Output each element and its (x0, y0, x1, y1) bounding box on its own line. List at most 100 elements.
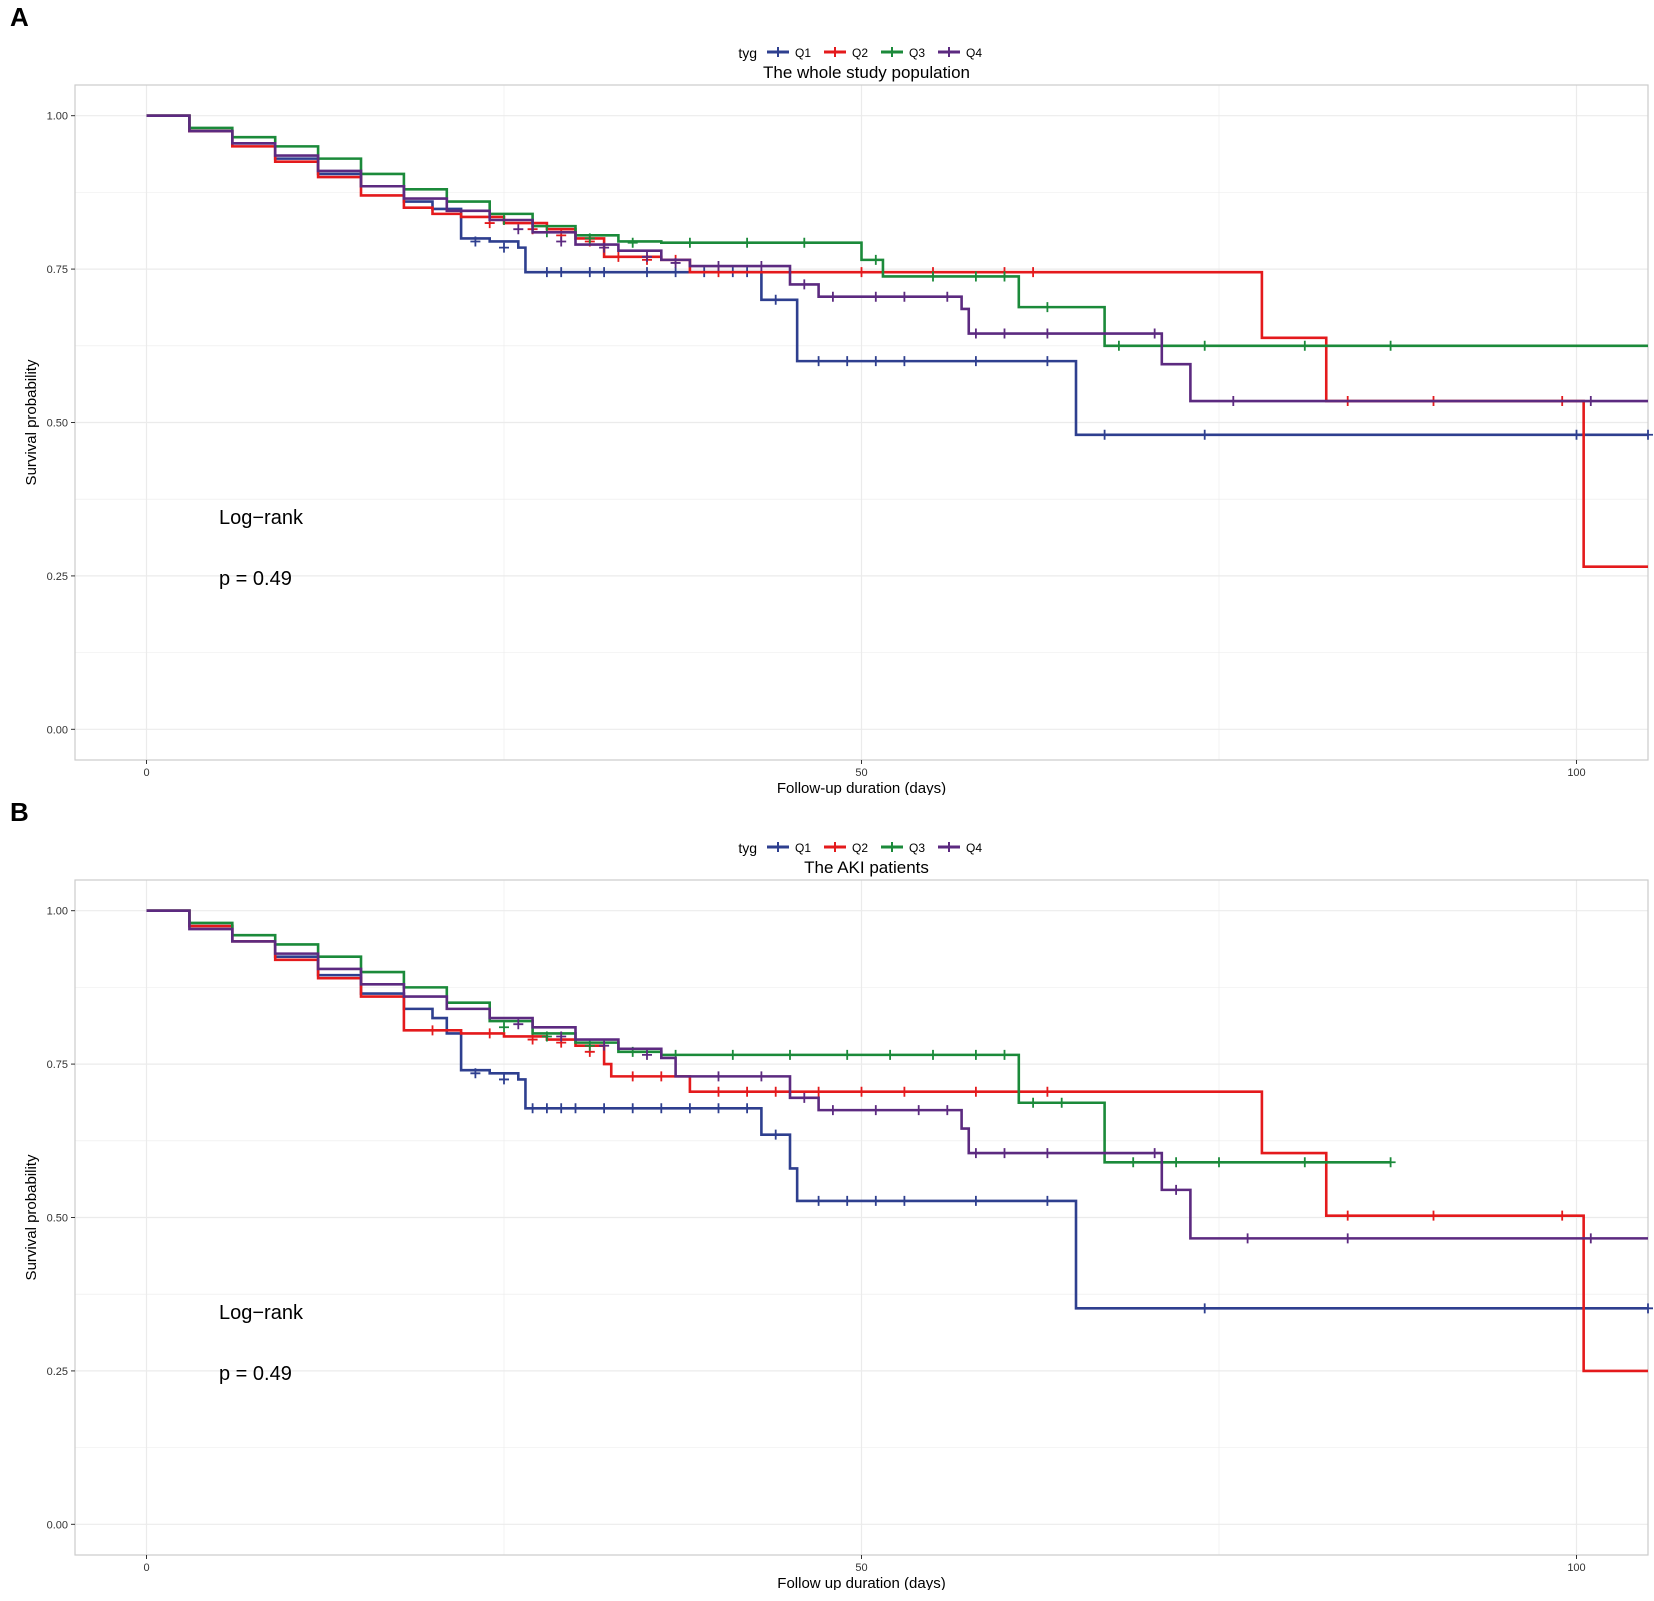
censor-mark-q1 (1643, 429, 1653, 440)
legend-label-q3: Q3 (909, 46, 925, 60)
censor-mark-q1 (1042, 356, 1053, 367)
censor-mark-q4 (556, 1031, 567, 1042)
censor-mark-q1 (527, 1103, 538, 1114)
censor-mark-q1 (599, 1103, 610, 1114)
censor-mark-q1 (870, 1195, 881, 1206)
censor-mark-q3 (1056, 1097, 1067, 1108)
censor-mark-q1 (899, 1195, 910, 1206)
censor-mark-q1 (684, 1103, 695, 1114)
annotation-logrank: Log−rank (219, 1302, 304, 1324)
y-tick-label: 0.25 (47, 571, 68, 583)
x-axis-title: Follow-up duration (days) (777, 780, 946, 795)
censor-mark-q1 (899, 356, 910, 367)
censor-mark-q1 (770, 294, 781, 305)
y-tick-label: 0.00 (47, 724, 68, 736)
legend-label-q3: Q3 (909, 841, 925, 855)
censor-mark-q3 (999, 1049, 1010, 1060)
censor-mark-q4 (970, 328, 981, 339)
censor-mark-q4 (913, 1105, 924, 1116)
censor-mark-q2 (1428, 1210, 1439, 1221)
censor-mark-q1 (627, 1103, 638, 1114)
censor-mark-q4 (1149, 1148, 1160, 1159)
series-line-q2 (146, 114, 1648, 569)
censor-mark-q4 (999, 1148, 1010, 1159)
censor-mark-q2 (1342, 1210, 1353, 1221)
y-axis-title: Survival probability (23, 359, 40, 485)
censor-mark-q4 (642, 1049, 652, 1060)
censor-mark-q3 (1113, 340, 1124, 351)
legend: tyg Q1 Q2 Q3 Q4 (738, 840, 982, 856)
series-line-q3 (146, 909, 1391, 1164)
censor-mark-q3 (742, 237, 753, 248)
censor-mark-q4 (642, 251, 652, 262)
chart-a: 0.00 0.25 0.50 0.75 1.00 0 50 100 Follow-up dura… (23, 45, 1653, 795)
censor-mark-q1 (556, 1103, 567, 1114)
censor-mark-q1 (1199, 1303, 1210, 1314)
censor-mark-q2 (527, 1034, 538, 1045)
chart-title: The whole study population (763, 63, 970, 82)
censor-mark-q3 (1385, 1157, 1396, 1168)
x-tick-label: 0 (143, 1562, 149, 1574)
censor-mark-q3 (785, 1049, 795, 1060)
censor-mark-q3 (1128, 1157, 1139, 1168)
censor-mark-q4 (1149, 328, 1160, 339)
censor-mark-q3 (999, 271, 1010, 282)
censor-mark-q4 (1228, 396, 1239, 407)
censor-mark-q4 (1585, 396, 1596, 407)
censor-mark-q4 (513, 1019, 524, 1030)
censor-mark-q4 (713, 261, 724, 272)
censor-mark-q4 (1042, 1148, 1053, 1159)
legend-title: tyg (738, 840, 757, 856)
y-tick-label: 0.50 (47, 418, 68, 430)
censor-mark-q4 (556, 236, 567, 247)
chart-b: 0.00 0.25 0.50 0.75 1.00 0 50 100 Follow up dura… (23, 840, 1653, 1590)
censor-mark-q4 (756, 1071, 767, 1082)
censor-mark-q2 (970, 1086, 981, 1097)
censor-mark-q3 (1171, 1157, 1182, 1168)
censor-mark-q4 (827, 1105, 838, 1116)
censor-mark-q1 (1199, 429, 1210, 440)
censor-mark-q2 (713, 1086, 724, 1097)
censor-mark-q3 (1199, 340, 1210, 351)
series-line-q4 (146, 909, 1648, 1240)
panel-b-letter: B (10, 797, 29, 827)
series-line-q2 (146, 909, 1648, 1373)
legend-label-q1: Q1 (795, 46, 811, 60)
censor-mark-q4 (899, 291, 910, 302)
panel-a-letter: A (10, 2, 29, 32)
censor-mark-q2 (627, 1071, 638, 1082)
censor-mark-q1 (1643, 1303, 1653, 1314)
censor-mark-q2 (613, 251, 624, 262)
censor-mark-q4 (942, 291, 953, 302)
censor-mark-q4 (870, 1105, 881, 1116)
censor-mark-q4 (799, 1092, 810, 1103)
censor-mark-q2 (1557, 1210, 1568, 1221)
x-tick-label: 50 (855, 767, 867, 779)
y-tick-label: 0.00 (47, 1519, 68, 1531)
x-tick-label: 100 (1567, 767, 1585, 779)
censor-mark-q1 (970, 1195, 981, 1206)
censor-mark-q4 (799, 279, 810, 290)
censor-mark-q1 (842, 1195, 853, 1206)
legend-title: tyg (738, 45, 757, 61)
censor-mark-q3 (1385, 340, 1396, 351)
censor-mark-q3 (970, 1049, 981, 1060)
censor-mark-q4 (670, 257, 681, 268)
censor-mark-q2 (484, 1028, 495, 1039)
censor-mark-q1 (470, 236, 481, 247)
censor-mark-q1 (742, 1103, 753, 1114)
censor-mark-q3 (799, 237, 810, 248)
annotation-pvalue: p = 0.49 (219, 568, 292, 590)
annotation-logrank: Log−rank (219, 507, 304, 529)
censor-mark-q1 (642, 267, 652, 278)
y-tick-label: 0.50 (47, 1213, 68, 1225)
censor-mark-q1 (813, 1195, 824, 1206)
censor-mark-q2 (813, 1086, 824, 1097)
legend-label-q4: Q4 (966, 46, 982, 60)
censor-mark-q3 (970, 271, 981, 282)
censor-mark-q3 (1214, 1157, 1224, 1168)
censor-mark-q4 (827, 291, 838, 302)
censor-mark-q1 (570, 1103, 581, 1114)
x-tick-label: 100 (1567, 1562, 1585, 1574)
censor-mark-q4 (942, 1105, 953, 1116)
